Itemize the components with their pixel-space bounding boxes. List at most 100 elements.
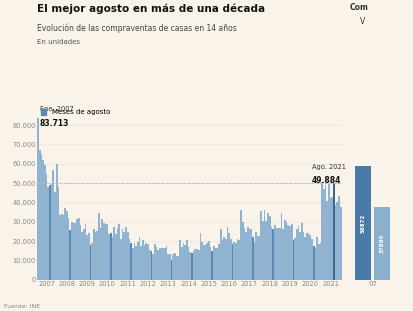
Bar	[74, 224, 76, 280]
Bar	[288, 226, 290, 280]
Bar	[191, 253, 192, 280]
Bar	[110, 233, 112, 280]
Bar	[325, 201, 327, 280]
Bar	[226, 227, 228, 280]
Bar	[155, 247, 157, 280]
Text: En unidades: En unidades	[37, 39, 80, 45]
Bar	[118, 225, 120, 280]
Bar	[216, 248, 218, 280]
Bar	[253, 242, 255, 280]
Bar	[230, 239, 231, 280]
Bar	[93, 230, 95, 280]
Bar	[243, 228, 244, 280]
Bar	[64, 208, 66, 280]
Bar	[278, 228, 280, 280]
Bar	[160, 248, 162, 280]
Bar	[206, 244, 207, 280]
Bar	[202, 245, 204, 280]
Bar	[295, 229, 297, 280]
Bar	[324, 185, 325, 280]
Bar	[162, 248, 164, 280]
Bar	[266, 213, 268, 280]
Bar	[263, 210, 265, 280]
Bar	[116, 229, 118, 280]
Bar	[268, 216, 270, 280]
Bar	[49, 185, 51, 280]
Bar	[123, 232, 125, 280]
Bar	[224, 239, 226, 280]
Bar	[176, 256, 177, 280]
Bar	[201, 242, 202, 280]
Bar	[332, 183, 334, 280]
Bar	[305, 233, 307, 280]
Bar	[39, 150, 40, 280]
Bar	[197, 250, 199, 280]
Bar	[316, 237, 317, 280]
Legend: Meses de agosto: Meses de agosto	[40, 109, 110, 115]
Bar	[189, 252, 191, 280]
Bar	[260, 211, 261, 280]
Bar	[238, 240, 240, 280]
Bar	[192, 251, 194, 280]
Bar	[54, 192, 56, 280]
Bar	[273, 225, 275, 280]
Bar	[331, 197, 332, 280]
Bar	[290, 224, 292, 280]
Bar	[261, 220, 263, 280]
Bar	[258, 236, 260, 280]
Bar	[68, 218, 69, 280]
Bar	[45, 174, 47, 280]
Bar	[231, 244, 233, 280]
Bar	[196, 249, 197, 280]
Bar	[182, 243, 184, 280]
Bar	[91, 243, 93, 280]
Bar	[187, 247, 189, 280]
Bar	[339, 207, 341, 280]
Bar	[223, 237, 224, 280]
Bar	[277, 228, 278, 280]
Bar	[112, 237, 113, 280]
Bar	[294, 238, 295, 280]
Bar	[132, 248, 133, 280]
Bar	[51, 184, 52, 280]
Bar	[140, 246, 142, 280]
Bar	[84, 224, 86, 280]
Bar	[336, 202, 337, 280]
Bar	[90, 245, 91, 280]
Bar	[317, 244, 319, 280]
Bar	[152, 254, 154, 280]
Bar	[235, 243, 236, 280]
Bar	[100, 228, 101, 280]
Bar	[157, 250, 159, 280]
Bar	[76, 219, 78, 280]
Bar	[265, 221, 266, 280]
Bar	[142, 240, 143, 280]
Bar	[137, 242, 138, 280]
Bar	[373, 207, 389, 280]
Bar	[113, 227, 115, 280]
Bar	[150, 251, 152, 280]
Bar	[172, 254, 174, 280]
Bar	[320, 182, 322, 280]
Bar	[244, 232, 246, 280]
Bar	[221, 240, 223, 280]
Text: 37880: 37880	[379, 234, 384, 253]
Bar	[78, 218, 79, 280]
Bar	[143, 245, 145, 280]
Bar	[337, 196, 339, 280]
Bar	[240, 210, 241, 280]
Bar	[86, 235, 88, 280]
Bar	[272, 229, 273, 280]
Bar	[56, 164, 57, 280]
Bar	[61, 214, 62, 280]
Bar	[314, 248, 316, 280]
Bar	[297, 226, 299, 280]
Text: 49.884: 49.884	[311, 176, 340, 185]
Bar	[319, 243, 320, 280]
Bar	[128, 239, 130, 280]
Bar	[164, 248, 165, 280]
Bar	[47, 187, 49, 280]
Bar	[81, 232, 83, 280]
Bar	[228, 233, 230, 280]
Bar	[126, 232, 128, 280]
